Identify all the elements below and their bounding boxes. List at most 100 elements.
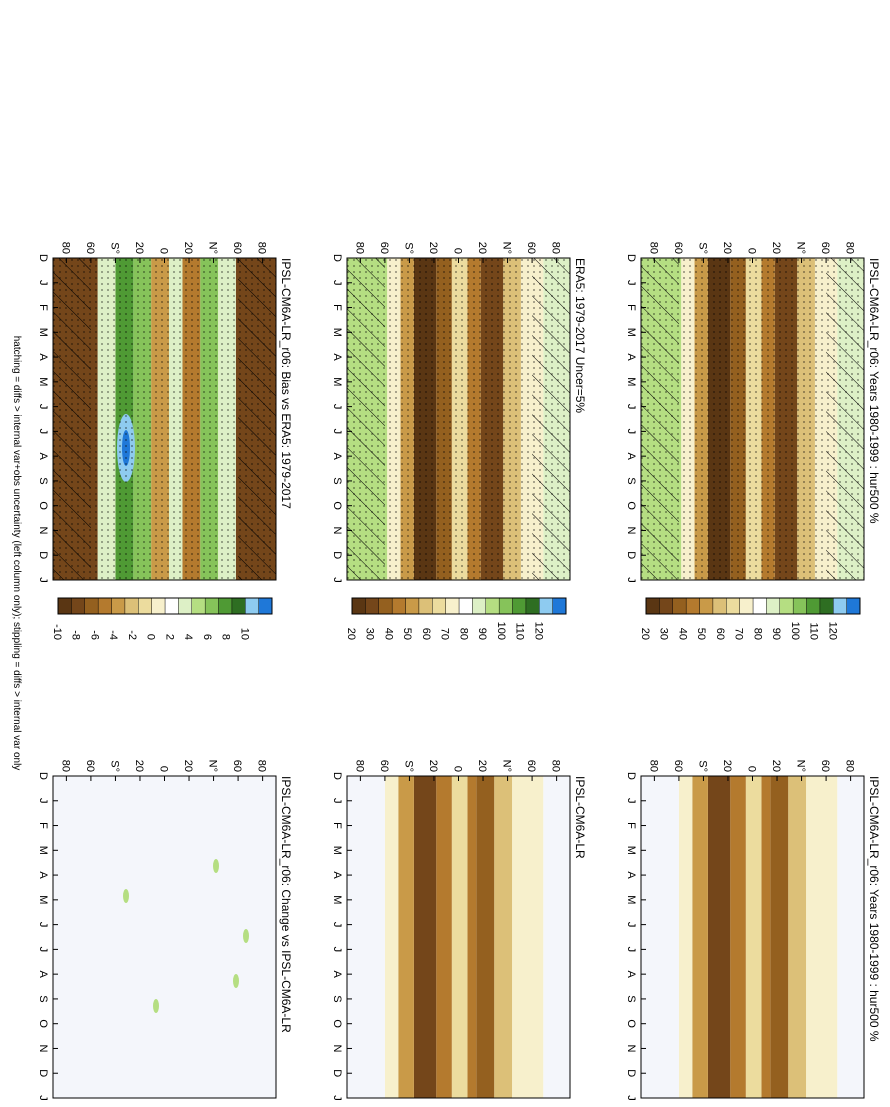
lat-label: 0 (158, 766, 170, 772)
colorbar-label: 40 (676, 628, 688, 640)
month-label: D (625, 254, 637, 262)
lat-label: 20 (133, 760, 145, 772)
lat-label: 0 (158, 248, 170, 254)
lat-label: 0 (746, 248, 758, 254)
colorbar-swatch (485, 597, 500, 615)
month-label: M (331, 846, 343, 855)
colorbar-swatch (191, 597, 206, 615)
lat-label: 20 (770, 760, 782, 772)
hatching-north (532, 258, 570, 580)
contour-band (467, 776, 477, 1098)
contour-band (806, 776, 838, 1098)
contour-band (678, 776, 693, 1098)
change-contour (213, 859, 219, 873)
contour-band (543, 776, 570, 1098)
month-label: M (331, 895, 343, 904)
colorbar-swatch (685, 597, 700, 615)
month-label: M (37, 328, 49, 337)
colorbar-swatch (539, 597, 553, 615)
colorbar-label: 2 (163, 634, 175, 640)
colorbar-frame (57, 597, 273, 615)
lat-label: 60 (819, 242, 831, 254)
colorbar-label: 110 (514, 622, 526, 640)
lat-label: 20 (721, 242, 733, 254)
lat-label: 80 (353, 760, 365, 772)
lat-label: S° (402, 242, 414, 254)
month-label: A (37, 452, 49, 460)
change-contour (153, 999, 159, 1013)
colorbar-label: 30 (658, 628, 670, 640)
colorbar-label: 50 (401, 628, 413, 640)
colorbar-label: 10 (238, 628, 250, 640)
colorbar-swatch (819, 597, 834, 615)
month-label: N (625, 526, 637, 534)
colorbar-label: 80 (751, 628, 763, 640)
lat-label: S° (108, 760, 120, 772)
month-label: M (37, 846, 49, 855)
colorbar-swatch (391, 597, 406, 615)
month-label: M (625, 895, 637, 904)
lat-label: 80 (550, 242, 562, 254)
colorbar-swatch (712, 597, 727, 615)
lat-label: 60 (672, 760, 684, 772)
lat-label: 60 (84, 242, 96, 254)
contour-band (692, 776, 708, 1098)
month-label: D (331, 551, 343, 559)
month-label: J (625, 280, 637, 286)
colorbar-swatch (218, 597, 233, 615)
colorbar-swatch (833, 597, 847, 615)
month-label: O (331, 501, 343, 510)
colorbar-swatch (164, 597, 179, 615)
colorbar-label: -6 (88, 630, 100, 640)
contour-band (398, 776, 414, 1098)
lat-label: 20 (476, 760, 488, 772)
contour-band (512, 776, 544, 1098)
colorbar-swatch (418, 597, 433, 615)
colorbar-swatch (739, 597, 754, 615)
contour-band (347, 776, 385, 1098)
lat-label: N° (207, 760, 219, 772)
month-label: A (625, 452, 637, 460)
colorbar-label: 20 (639, 628, 651, 640)
colorbar-label: 20 (345, 628, 357, 640)
panel-p2: IPSL-CM6A-LR_r06: Years 1980-1999 : hur5… (625, 760, 881, 1101)
lat-label: N° (501, 242, 513, 254)
lat-label: 60 (672, 242, 684, 254)
panel-title: ERA5: 1979-2017 Uncer=5% (573, 258, 587, 413)
panel-title: IPSL-CM6A-LR_r06: Change vs IPSL-CM6A-LR (279, 776, 293, 1033)
month-label: M (331, 328, 343, 337)
colorbar-swatch (792, 597, 807, 615)
lat-label: 80 (550, 760, 562, 772)
contour-band (476, 776, 495, 1098)
stippling (347, 258, 570, 580)
month-label: J (331, 1095, 343, 1101)
colorbar-swatch (846, 597, 861, 615)
colorbar-label: 90 (770, 628, 782, 640)
lat-label: 20 (721, 760, 733, 772)
month-label: F (625, 822, 637, 829)
month-label: A (37, 871, 49, 879)
change-contour (233, 974, 239, 988)
colorbar-label: 120 (532, 622, 544, 640)
colorbar-swatch (766, 597, 780, 615)
colorbar-frame (645, 597, 861, 615)
lat-label: S° (696, 242, 708, 254)
contour-band (707, 776, 731, 1098)
colorbar-swatch (151, 597, 166, 615)
month-label: D (331, 254, 343, 262)
month-label: J (331, 280, 343, 286)
month-label: M (625, 846, 637, 855)
contour-band (788, 776, 807, 1098)
hatching-south (347, 258, 385, 580)
colorbar-swatch (258, 597, 273, 615)
hatching-north (826, 258, 864, 580)
lat-label: 80 (256, 242, 268, 254)
colorbar-swatch (552, 597, 567, 615)
month-label: S (331, 477, 343, 484)
month-label: J (37, 577, 49, 583)
month-label: N (331, 526, 343, 534)
colorbar-swatch (204, 597, 219, 615)
hatching-north (238, 258, 276, 580)
month-label: J (331, 429, 343, 435)
